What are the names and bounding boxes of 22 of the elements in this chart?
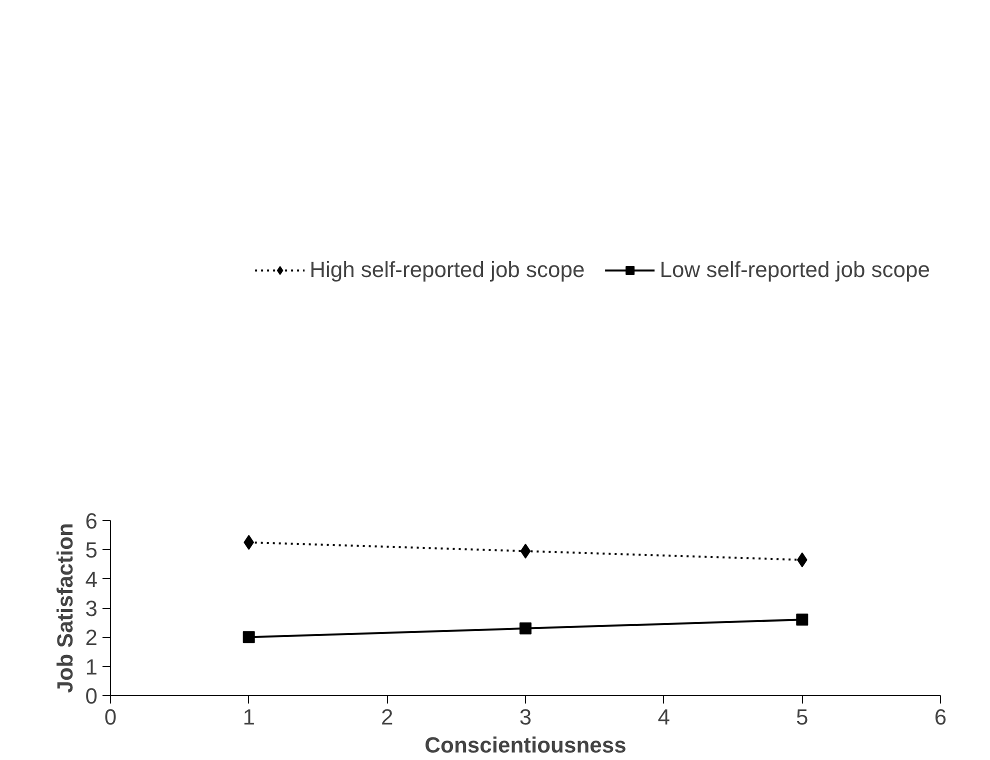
y-tick-label: 0 — [85, 684, 98, 708]
point — [796, 614, 808, 626]
y-tick-label: 3 — [85, 596, 98, 621]
x-tick-label: 3 — [519, 704, 532, 730]
y-axis-title: Job Satisfaction — [52, 523, 78, 693]
x-tick-label: 4 — [658, 704, 670, 730]
x-tick-label: 2 — [381, 704, 394, 730]
legend-label: High self-reported job scope — [310, 257, 585, 283]
point — [520, 622, 532, 634]
y-tick-label: 6 — [85, 508, 98, 534]
y-tick-label: 1 — [85, 654, 98, 680]
x-axis-title: Conscientiousness — [424, 732, 626, 758]
x-tick-label: 0 — [104, 704, 117, 730]
point — [242, 631, 255, 644]
x-tick-label: 1 — [242, 704, 255, 730]
y-tick-label: 4 — [85, 566, 98, 592]
y-tick-label: 5 — [85, 538, 98, 563]
x-tick-label: 5 — [796, 704, 808, 730]
x-tick-label: 6 — [934, 704, 947, 730]
y-tick-label: 2 — [85, 625, 98, 650]
point — [520, 544, 531, 559]
legend-label: Low self-reported job scope — [660, 257, 930, 283]
